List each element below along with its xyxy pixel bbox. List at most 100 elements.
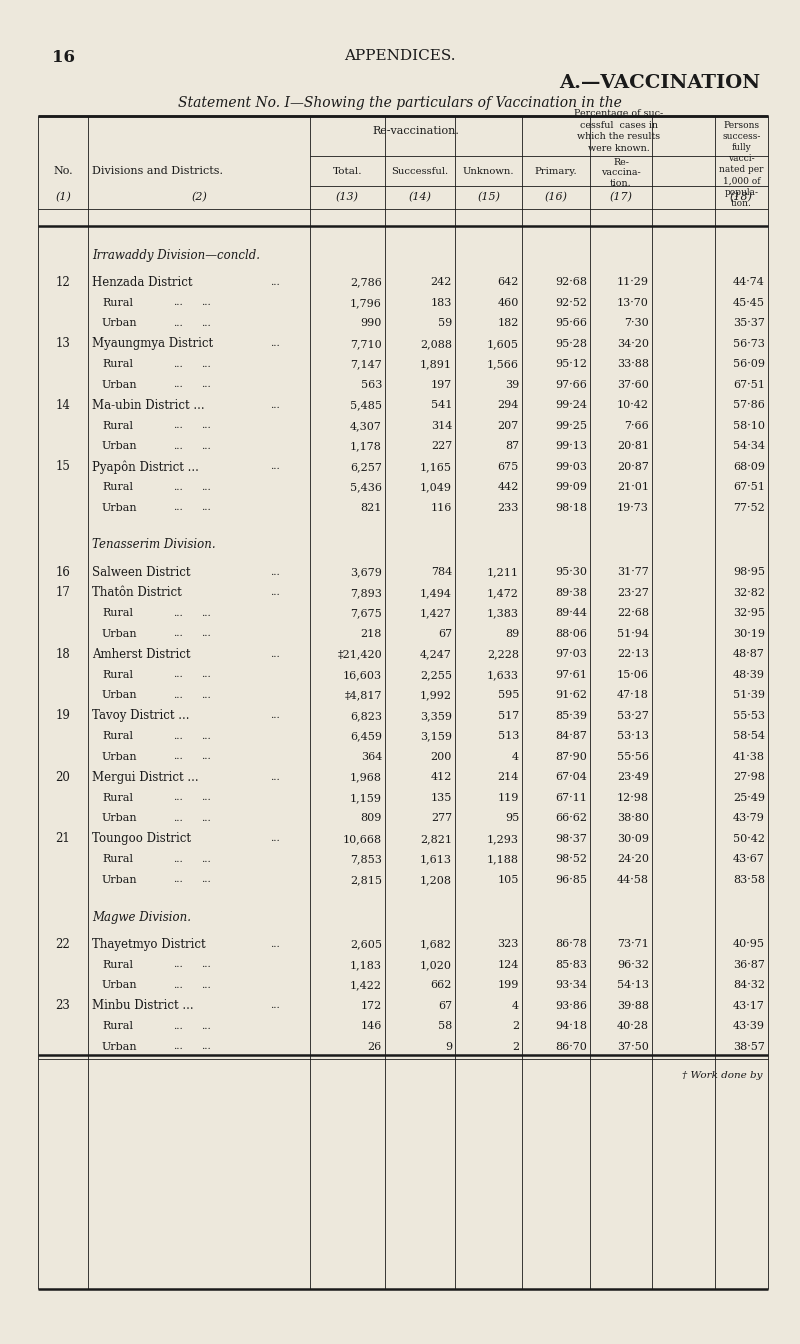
Text: Rural: Rural [102,359,133,370]
Text: 43·39: 43·39 [733,1021,765,1031]
Text: 14: 14 [55,399,70,411]
Text: 517: 517 [498,711,519,720]
Text: 218: 218 [361,629,382,638]
Text: 19·73: 19·73 [617,503,649,513]
Text: 1,968: 1,968 [350,773,382,782]
Text: 86·78: 86·78 [555,939,587,949]
Text: 1,020: 1,020 [420,960,452,970]
Text: 99·25: 99·25 [555,421,587,430]
Text: 92·68: 92·68 [555,277,587,288]
Text: Re-vaccination.: Re-vaccination. [373,126,459,136]
Text: 675: 675 [498,462,519,472]
Text: 460: 460 [498,298,519,308]
Text: Persons
success-
fully
vacci-
nated per
1,000 of
popula-
tion.: Persons success- fully vacci- nated per … [719,121,764,208]
Text: 36·87: 36·87 [733,960,765,970]
Text: 30·19: 30·19 [733,629,765,638]
Text: 513: 513 [498,731,519,742]
Text: 1,494: 1,494 [420,587,452,598]
Text: 2: 2 [512,1042,519,1052]
Text: Myaungmya District: Myaungmya District [92,337,213,351]
Text: Magwe Division.: Magwe Division. [92,910,191,923]
Text: Rural: Rural [102,421,133,430]
Text: 119: 119 [498,793,519,802]
Text: 95: 95 [505,813,519,824]
Text: 2,815: 2,815 [350,875,382,884]
Text: ...: ... [270,339,280,348]
Text: ...: ... [270,401,280,410]
Text: 1,178: 1,178 [350,441,382,452]
Text: ...: ... [270,567,280,577]
Text: 67: 67 [438,1001,452,1011]
Text: 294: 294 [498,401,519,410]
Text: 12: 12 [56,276,70,289]
Text: Rural: Rural [102,793,133,802]
Text: Rural: Rural [102,609,133,618]
Text: ...: ... [173,421,183,430]
Text: 990: 990 [361,319,382,328]
Text: 53·13: 53·13 [617,731,649,742]
Text: 18: 18 [56,648,70,661]
Text: 22·13: 22·13 [617,649,649,660]
Text: 197: 197 [430,380,452,390]
Text: 23·27: 23·27 [617,587,649,598]
Text: 73·71: 73·71 [618,939,649,949]
Text: (2): (2) [191,192,207,203]
Text: 10,668: 10,668 [343,833,382,844]
Text: 96·85: 96·85 [555,875,587,884]
Text: 116: 116 [430,503,452,513]
Text: 13·70: 13·70 [617,298,649,308]
Text: ...: ... [270,711,280,720]
Text: ...: ... [173,442,183,450]
Text: 99·09: 99·09 [555,482,587,492]
Text: 1,682: 1,682 [420,939,452,949]
Text: 1,165: 1,165 [420,462,452,472]
Text: 34·20: 34·20 [617,339,649,348]
Text: 32·95: 32·95 [733,609,765,618]
Text: 784: 784 [430,567,452,578]
Text: ...: ... [173,482,183,492]
Text: 642: 642 [498,277,519,288]
Text: ...: ... [201,793,211,802]
Text: 92·52: 92·52 [555,298,587,308]
Text: 84·32: 84·32 [733,980,765,991]
Text: Henzada District: Henzada District [92,276,193,289]
Text: ‡4,817: ‡4,817 [345,691,382,700]
Text: Unknown.: Unknown. [462,167,514,176]
Text: (13): (13) [336,192,359,203]
Text: (18): (18) [730,192,753,203]
Text: 89: 89 [505,629,519,638]
Text: 58·10: 58·10 [733,421,765,430]
Text: No.: No. [53,167,73,176]
Text: ...: ... [201,629,211,638]
Text: ...: ... [173,960,183,969]
Text: 41·38: 41·38 [733,751,765,762]
Text: 3,679: 3,679 [350,567,382,578]
Text: 98·52: 98·52 [555,855,587,864]
Text: ...: ... [173,1021,183,1031]
Text: ...: ... [173,855,183,864]
Text: † Work done by: † Work done by [682,1071,763,1081]
Text: ...: ... [173,319,183,328]
Text: 54·34: 54·34 [733,441,765,452]
Text: 11·29: 11·29 [617,277,649,288]
Text: ...: ... [173,731,183,741]
Text: ...: ... [201,298,211,308]
Text: 23·49: 23·49 [617,773,649,782]
Text: 98·95: 98·95 [733,567,765,578]
Text: 66·62: 66·62 [555,813,587,824]
Text: ...: ... [173,1042,183,1051]
Text: 93·86: 93·86 [555,1001,587,1011]
Text: 5,436: 5,436 [350,482,382,492]
Text: Thatôn District: Thatôn District [92,586,182,599]
Text: 68·09: 68·09 [733,462,765,472]
Text: 7,893: 7,893 [350,587,382,598]
Text: 1,891: 1,891 [420,359,452,370]
Text: Urban: Urban [102,980,138,991]
Text: 1,159: 1,159 [350,793,382,802]
Text: 242: 242 [430,277,452,288]
Text: 43·79: 43·79 [733,813,765,824]
Text: 44·58: 44·58 [617,875,649,884]
Text: 95·30: 95·30 [555,567,587,578]
Text: Thayetmyo District: Thayetmyo District [92,938,206,950]
Text: (14): (14) [409,192,431,203]
